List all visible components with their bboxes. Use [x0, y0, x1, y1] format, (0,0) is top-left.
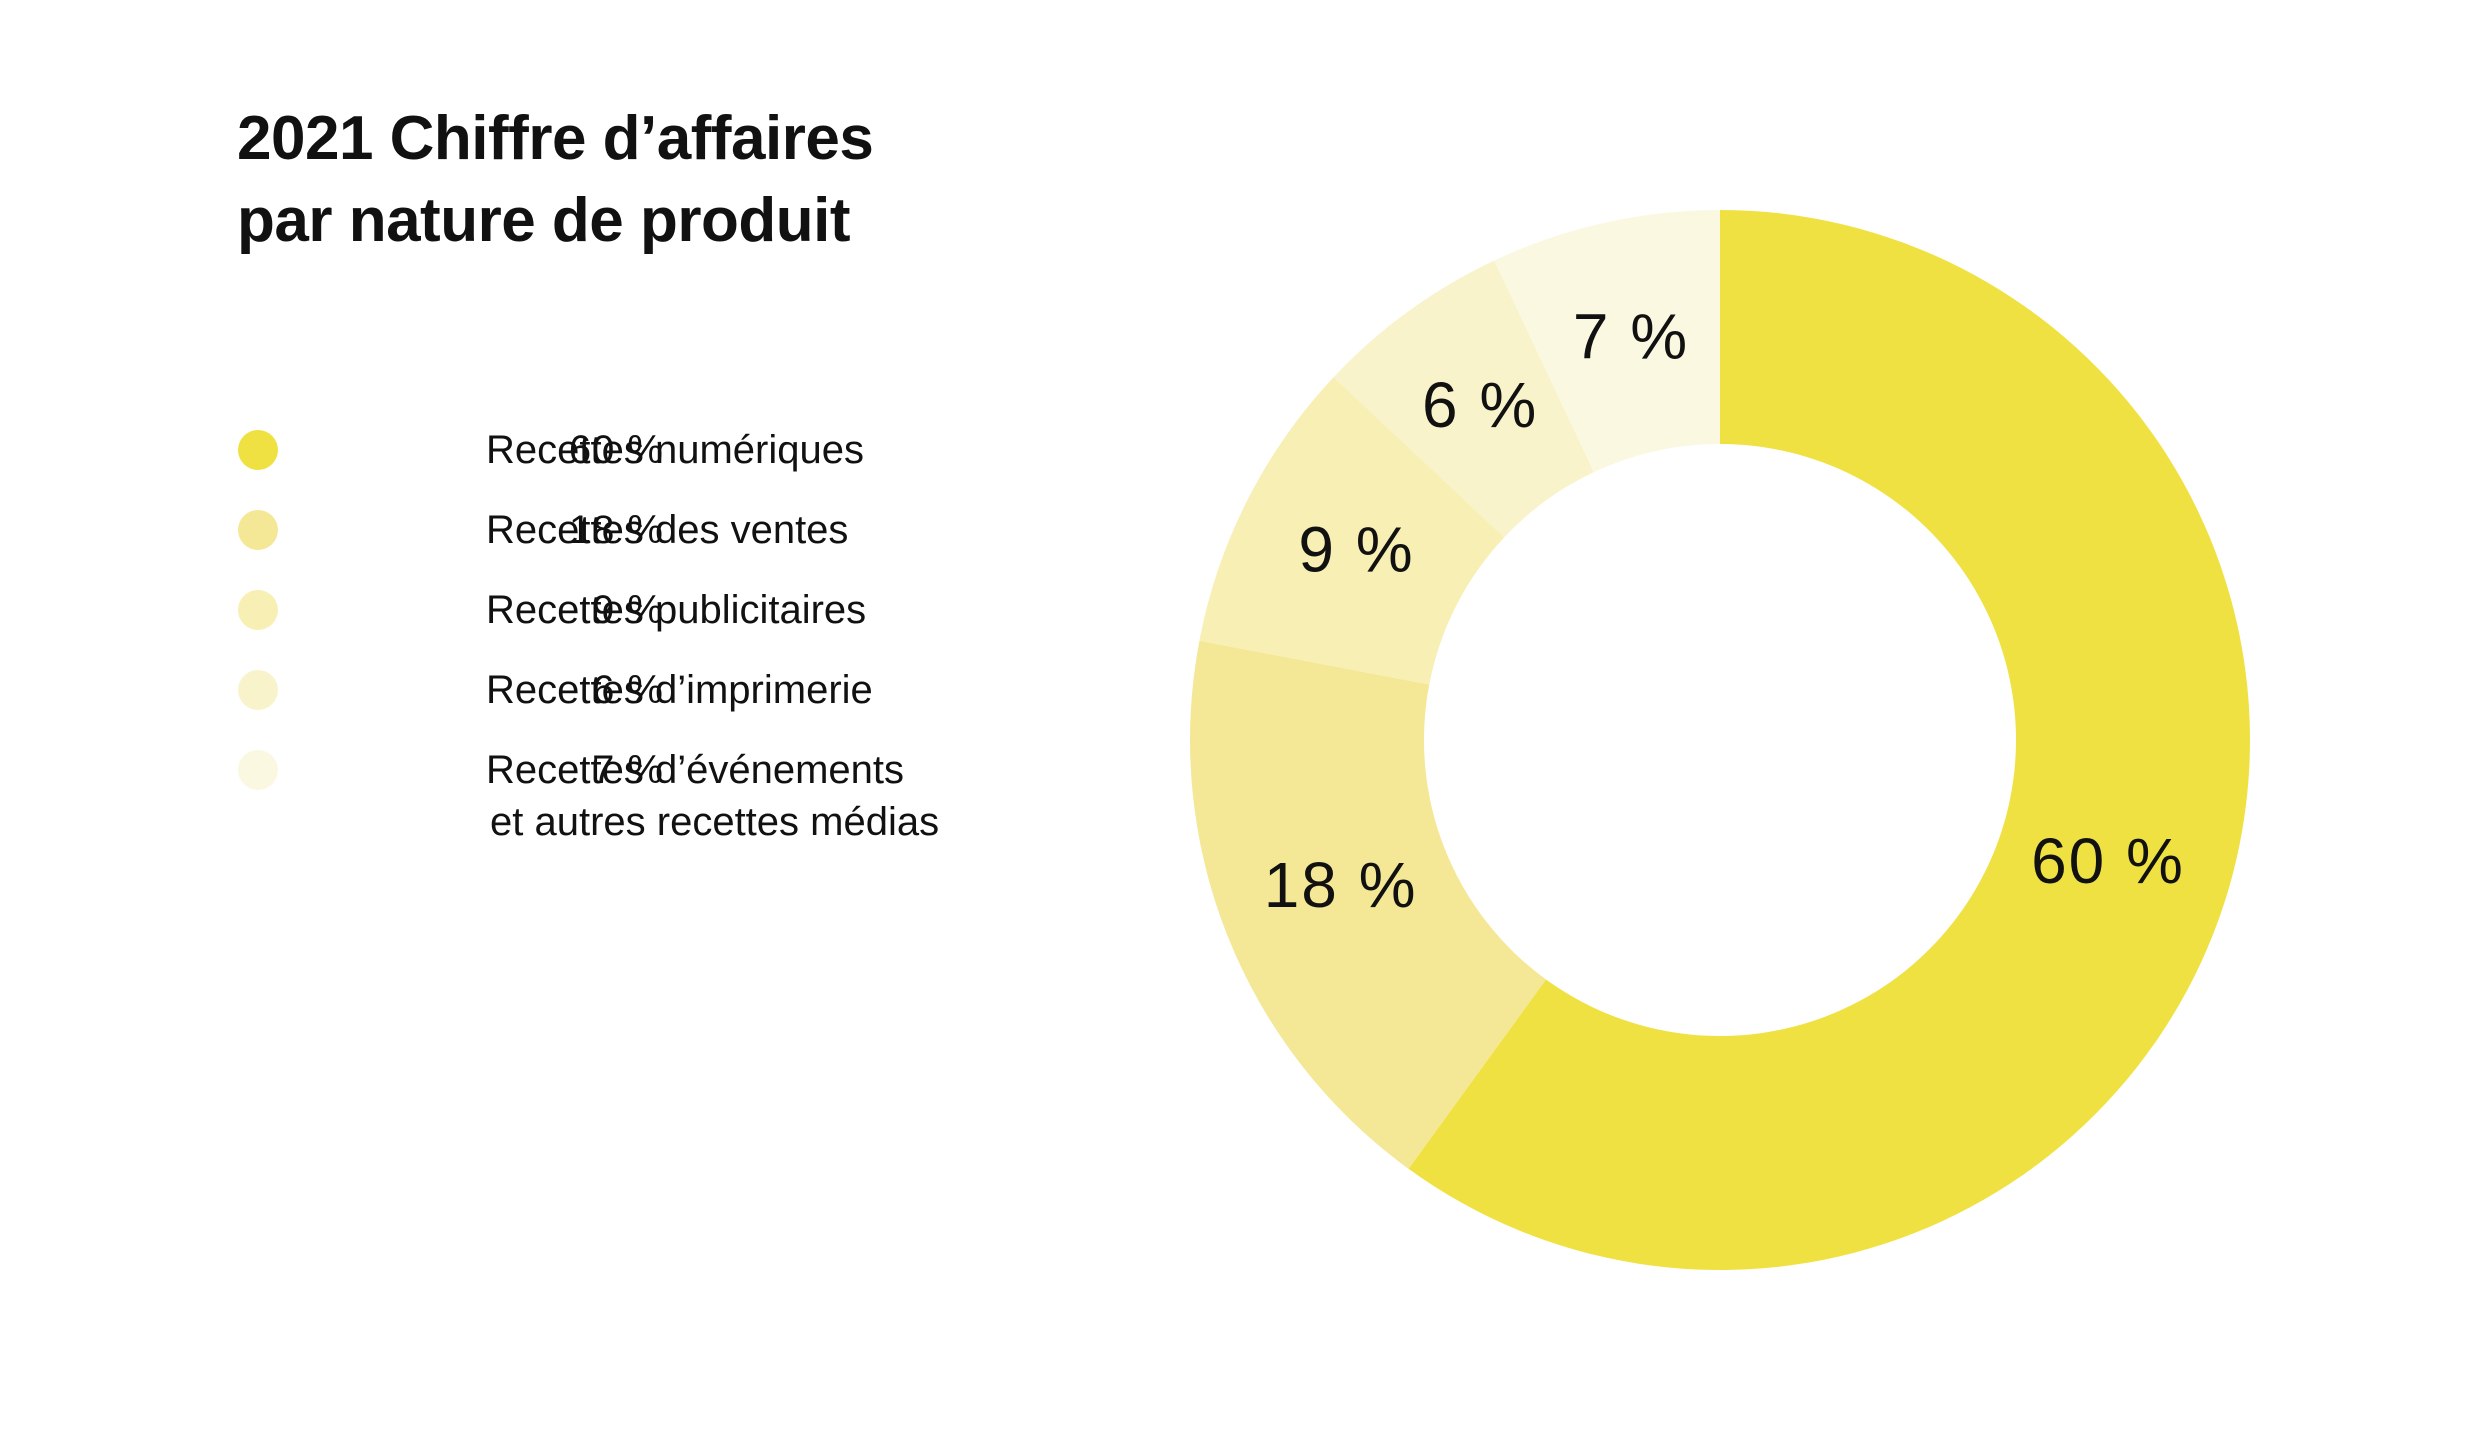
- legend-label-advertising: Recettes publicitaires: [486, 580, 1186, 636]
- legend-item-sales: 18 % Recettes des ventes: [238, 500, 1138, 580]
- legend-label-sales: Recettes des ventes: [486, 500, 1186, 556]
- legend-percent-advertising: 9 %: [592, 588, 664, 632]
- chart-title-line-1: 2021 Chiffre d’affaires: [237, 104, 874, 173]
- legend-item-events: 7 % Recettes d’événements et autres rece…: [238, 740, 1138, 850]
- legend-label-advertising-line-1: Recettes publicitaires: [486, 588, 867, 632]
- slice-label-digital: 60 %: [2031, 825, 2185, 897]
- slice-label-advertising: 9 %: [1298, 514, 1414, 586]
- legend-percent-events: 7 %: [592, 748, 664, 792]
- legend-item-advertising: 9 % Recettes publicitaires: [238, 580, 1138, 660]
- legend: 60 % Recettes numériques 18 % Recettes d…: [238, 420, 1138, 850]
- donut-slice-advertising: [1199, 377, 1505, 685]
- slice-label-events: 7 %: [1573, 301, 1689, 373]
- legend-label-digital-line-1: Recettes numériques: [486, 428, 864, 472]
- chart-title-line-2: par nature de produit: [237, 186, 850, 255]
- legend-percent-digital: 60 %: [568, 428, 664, 472]
- legend-swatch-advertising: [238, 590, 278, 630]
- legend-label-printing: Recettes d’imprimerie: [486, 660, 1186, 716]
- donut-slice-sales: [1190, 640, 1547, 1169]
- donut-slice-digital: [1408, 210, 2250, 1270]
- donut-chart: 60 % 18 % 9 % 6 % 7 %: [1190, 210, 2250, 1270]
- donut-slice-events: [1494, 210, 1720, 473]
- legend-swatch-sales: [238, 510, 278, 550]
- legend-label-events-line-1: Recettes d’événements: [486, 748, 905, 792]
- slice-label-printing: 6 %: [1422, 369, 1538, 441]
- donut-slice-printing: [1333, 260, 1594, 538]
- slice-label-sales: 18 %: [1264, 849, 1418, 921]
- legend-label-events: Recettes d’événements et autres recettes…: [486, 740, 1186, 848]
- legend-percent-sales: 18 %: [568, 508, 664, 552]
- legend-item-digital: 60 % Recettes numériques: [238, 420, 1138, 500]
- chart-title: 2021 Chiffre d’affaires par nature de pr…: [237, 98, 1137, 262]
- legend-item-printing: 6 % Recettes d’imprimerie: [238, 660, 1138, 740]
- legend-percent-printing: 6 %: [592, 668, 664, 712]
- legend-swatch-printing: [238, 670, 278, 710]
- legend-label-sales-line-1: Recettes des ventes: [486, 508, 849, 552]
- legend-swatch-digital: [238, 430, 278, 470]
- legend-label-events-line-2: et autres recettes médias: [490, 800, 940, 844]
- legend-swatch-events: [238, 750, 278, 790]
- legend-label-printing-line-1: Recettes d’imprimerie: [486, 668, 873, 712]
- legend-label-digital: Recettes numériques: [486, 420, 1186, 476]
